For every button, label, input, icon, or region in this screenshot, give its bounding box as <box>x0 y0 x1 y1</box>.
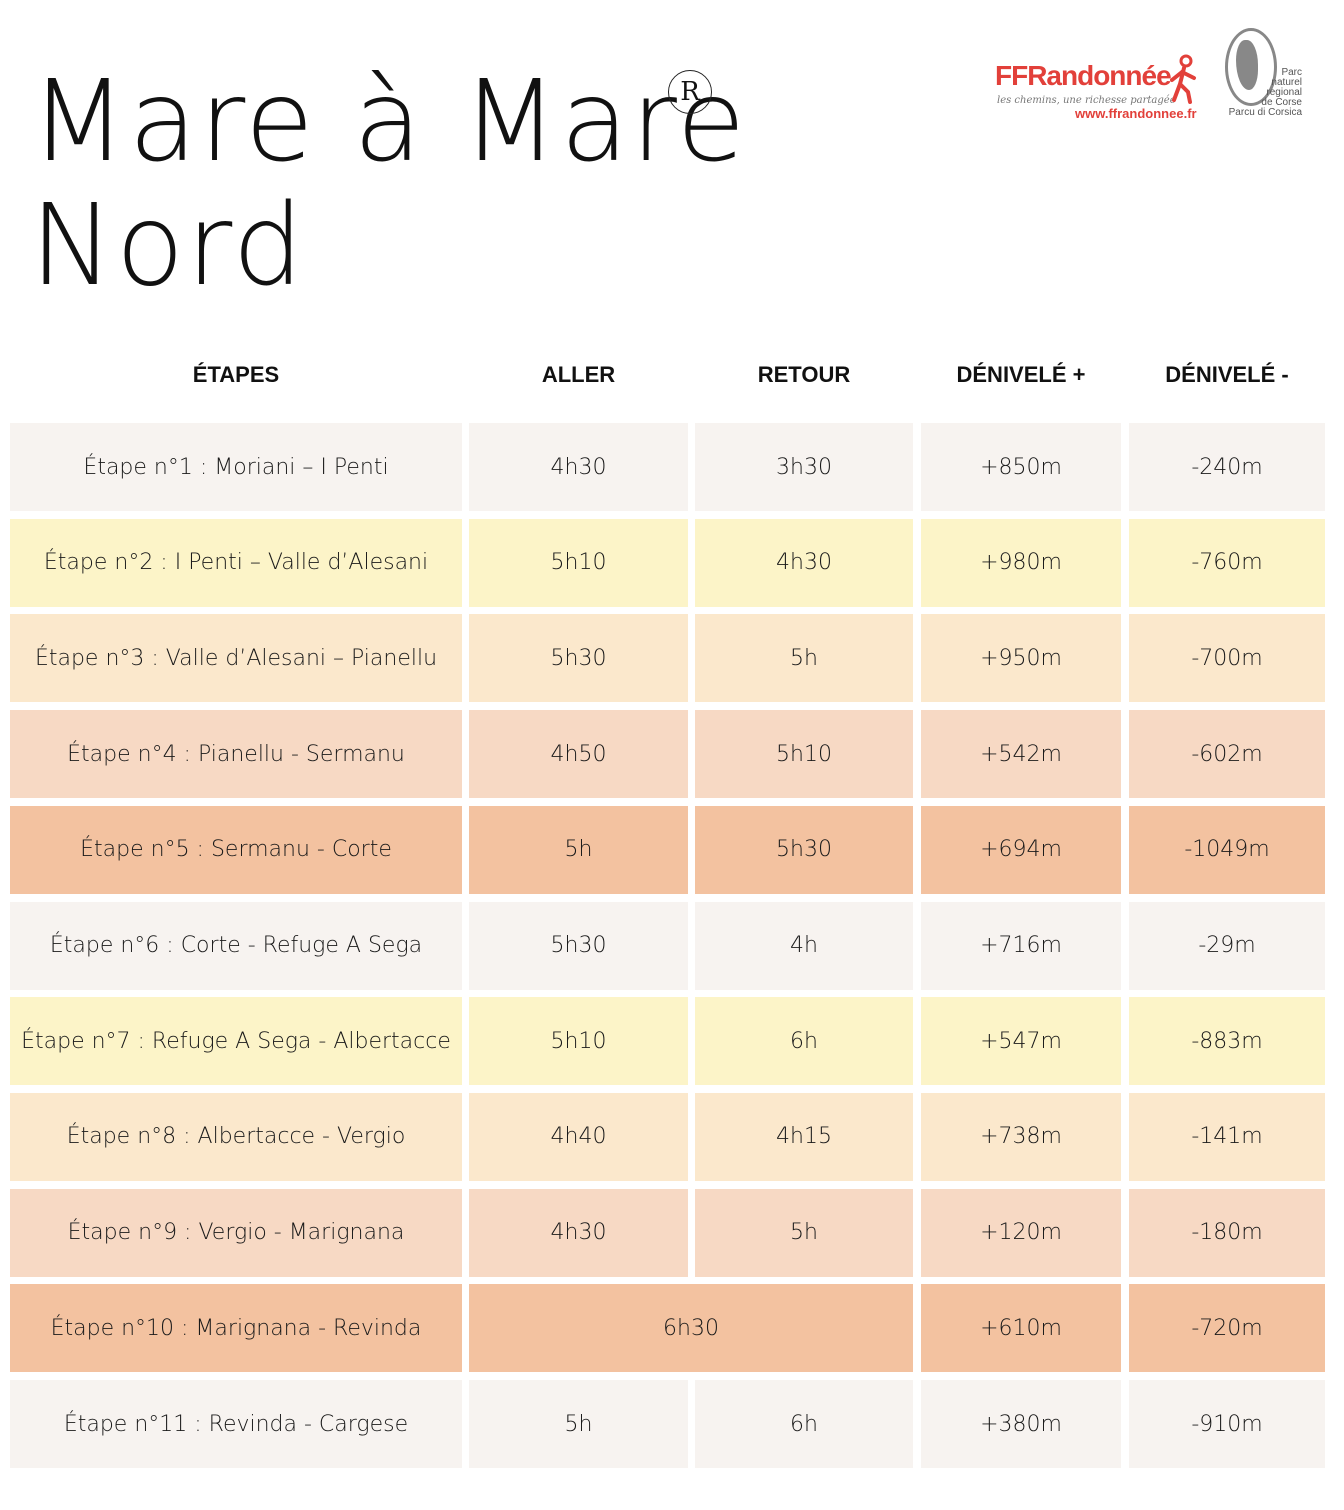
registered-mark: R <box>668 70 712 114</box>
cell: 5h <box>695 614 913 703</box>
cell: 4h30 <box>469 423 688 511</box>
cell: 4h <box>695 901 913 990</box>
cell: 5h30 <box>695 805 913 894</box>
cell: -883m <box>1129 997 1325 1086</box>
cell: -910m <box>1129 1380 1325 1468</box>
stage-name: Étape n°5 : Sermanu - Corte <box>10 805 462 894</box>
cell: +120m <box>921 1188 1121 1277</box>
cell: +547m <box>921 997 1121 1086</box>
cell: 5h30 <box>469 901 688 990</box>
stage-name: Étape n°4 : Pianellu - Sermanu <box>10 710 462 799</box>
cell: +980m <box>921 518 1121 607</box>
cell: 4h15 <box>695 1092 913 1181</box>
stage-name: Étape n°2 : I Penti – Valle d’Alesani <box>10 518 462 607</box>
cell: +694m <box>921 805 1121 894</box>
stage-name: Étape n°10 : Marignana - Revinda <box>10 1284 462 1373</box>
cell: +610m <box>921 1284 1121 1373</box>
logo-tagline: les chemins, une richesse partagée <box>997 95 1176 106</box>
corsica-shape <box>1236 40 1258 90</box>
cell: +850m <box>921 423 1121 511</box>
column-header: DÉNIVELÉ + <box>956 362 1086 387</box>
cell: 4h30 <box>469 1188 688 1277</box>
logo-ffrandonnee: FFRandonnée <box>995 60 1172 91</box>
cell: -700m <box>1129 614 1325 703</box>
column-header: ALLER <box>541 362 616 387</box>
cell: +542m <box>921 710 1121 799</box>
cell: -760m <box>1129 518 1325 607</box>
cell: +738m <box>921 1092 1121 1181</box>
cell: -29m <box>1129 901 1325 990</box>
cell: 5h <box>469 805 688 894</box>
stage-name: Étape n°7 : Refuge A Sega - Albertacce <box>10 997 462 1086</box>
cell: 5h30 <box>469 614 688 703</box>
cell: -240m <box>1129 423 1325 511</box>
cell: 6h <box>695 1380 913 1468</box>
cell: 4h50 <box>469 710 688 799</box>
stage-name: Étape n°9 : Vergio - Marignana <box>10 1188 462 1277</box>
cell: 6h <box>695 997 913 1086</box>
cell: -180m <box>1129 1188 1325 1277</box>
cell: 5h10 <box>695 710 913 799</box>
cell: 5h <box>695 1188 913 1277</box>
column-header: RETOUR <box>757 362 851 387</box>
column-header: ÉTAPES <box>192 362 280 387</box>
cell: +380m <box>921 1380 1121 1468</box>
stage-name: Étape n°6 : Corte - Refuge A Sega <box>10 901 462 990</box>
stage-name: Étape n°8 : Albertacce - Vergio <box>10 1092 462 1181</box>
cell: -720m <box>1129 1284 1325 1373</box>
walker-icon <box>1170 54 1196 104</box>
cell: -1049m <box>1129 805 1325 894</box>
logo-url: www.ffrandonnee.fr <box>1075 106 1197 121</box>
cell: +950m <box>921 614 1121 703</box>
cell: 4h30 <box>695 518 913 607</box>
cell: -141m <box>1129 1092 1325 1181</box>
cell: 5h10 <box>469 518 688 607</box>
cell: +716m <box>921 901 1121 990</box>
column-header: DÉNIVELÉ - <box>1165 362 1289 387</box>
cell: -602m <box>1129 710 1325 799</box>
title: Nord <box>30 181 306 311</box>
merged-cell: 6h30 <box>469 1284 913 1373</box>
parc-text: Parc naturel regional de Corse Parcu di … <box>1228 67 1302 118</box>
cell: 5h10 <box>469 997 688 1086</box>
cell: 3h30 <box>695 423 913 511</box>
stage-name: Étape n°11 : Revinda - Cargese <box>10 1380 462 1468</box>
stage-name: Étape n°3 : Valle d’Alesani – Pianellu <box>10 614 462 703</box>
title: Mare à Mare <box>30 57 748 187</box>
cell: 5h <box>469 1380 688 1468</box>
stage-name: Étape n°1 : Moriani – I Penti <box>10 423 462 511</box>
cell: 4h40 <box>469 1092 688 1181</box>
